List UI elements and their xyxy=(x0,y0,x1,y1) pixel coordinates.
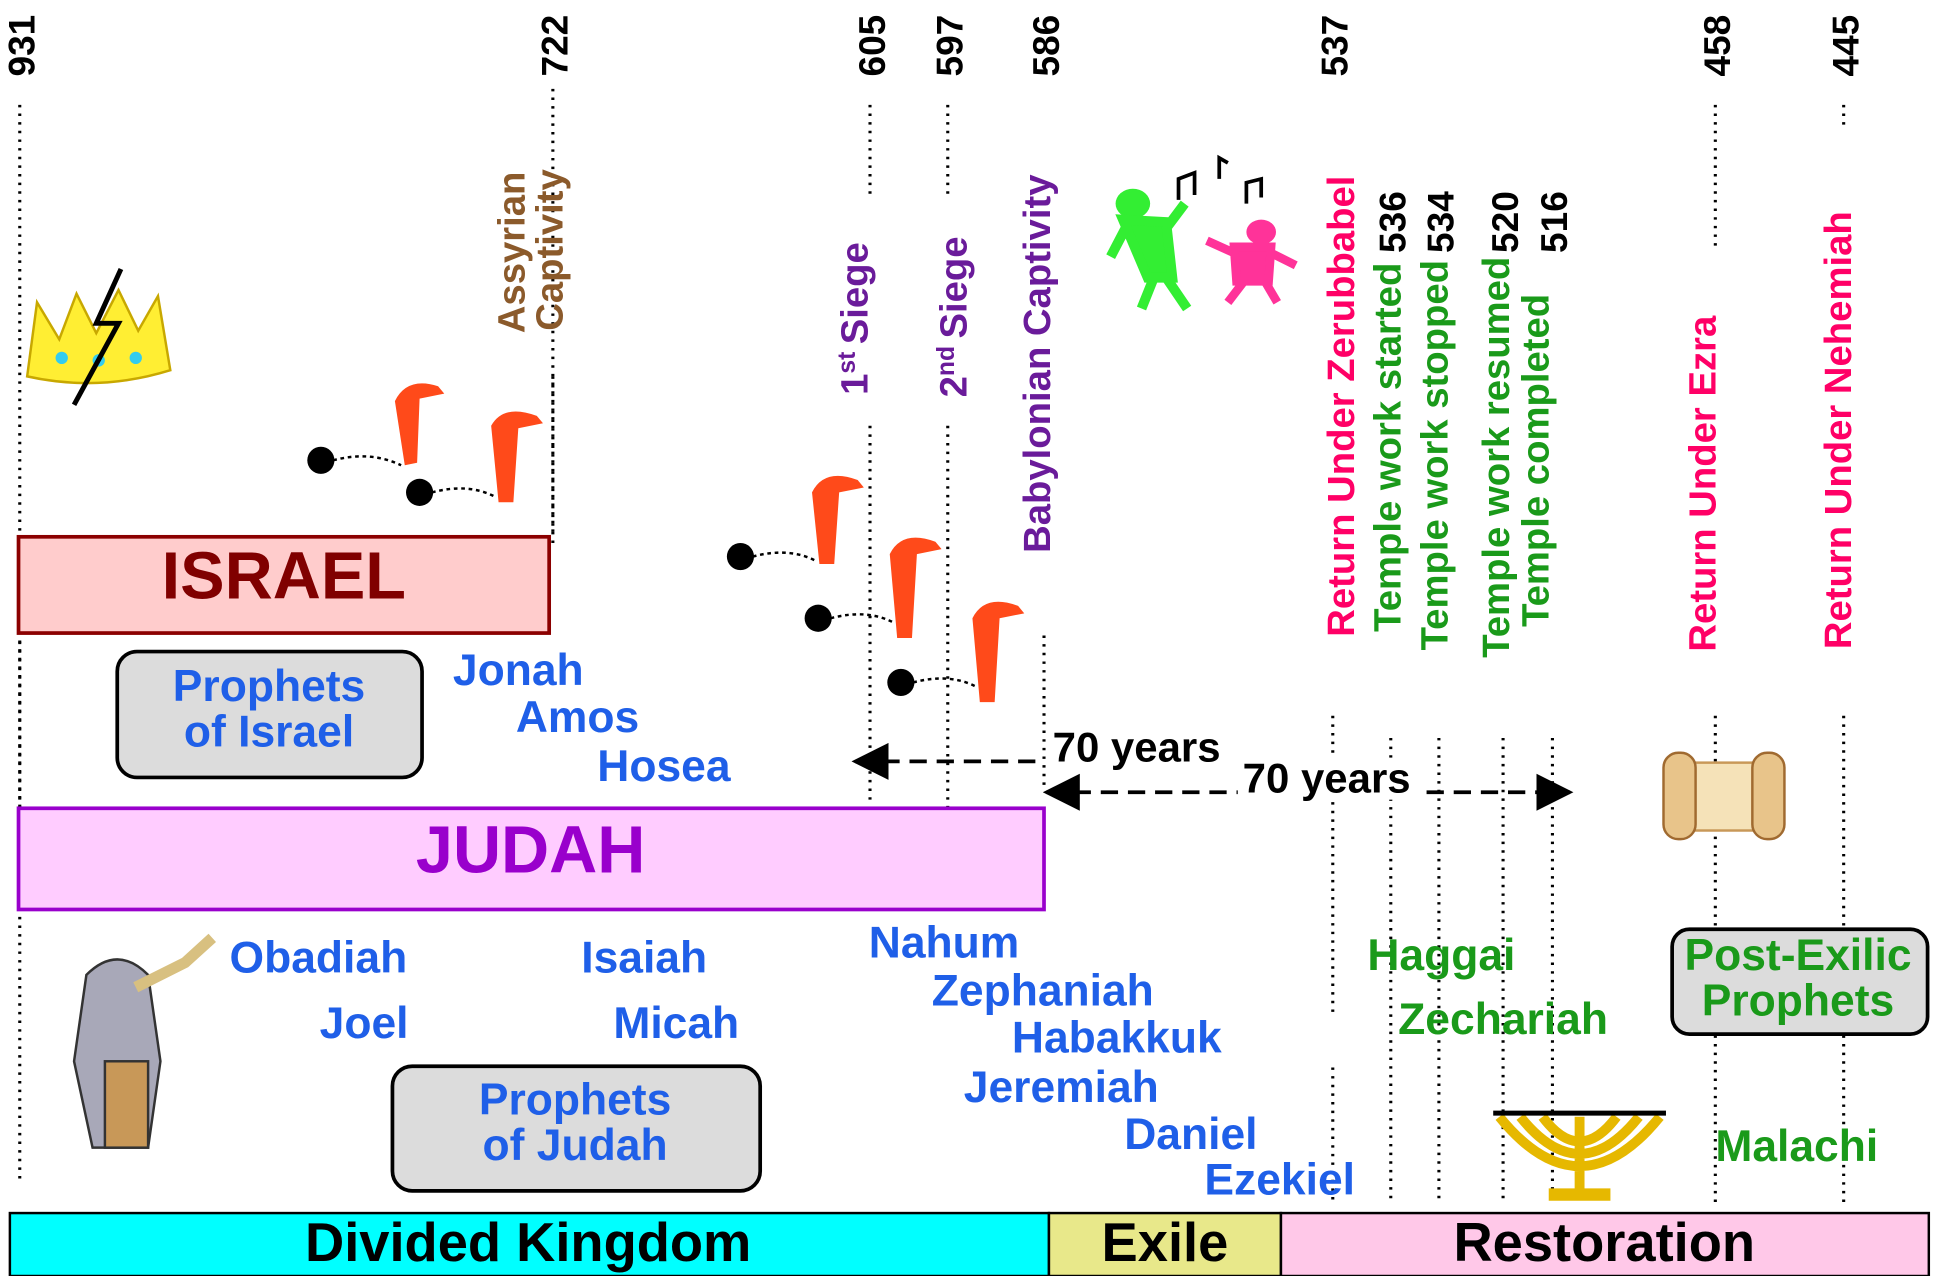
ordinal: 1 xyxy=(834,374,877,395)
scroll xyxy=(1664,753,1785,839)
prophet-name: Amos xyxy=(516,693,639,742)
prophet-name: Isaiah xyxy=(581,933,707,982)
event-label: Babylonian Captivity xyxy=(1016,174,1059,553)
prophet-name: Daniel xyxy=(1124,1110,1257,1159)
page: {"timeline": { "years": ["931", "722", "… xyxy=(0,0,1935,1276)
year-label: 536 xyxy=(1372,191,1414,253)
year-label: 534 xyxy=(1420,191,1462,253)
group-label: of Judah xyxy=(483,1121,668,1170)
shofar-blower xyxy=(74,938,212,1148)
prophet-name: Nahum xyxy=(869,919,1020,968)
event-label: Assyrian xyxy=(490,172,533,334)
prophet-name: Habakkuk xyxy=(1012,1014,1222,1063)
duration-label: 70 years xyxy=(1053,723,1221,770)
duration-label: 70 years xyxy=(1243,754,1411,801)
label: Siege xyxy=(834,242,877,344)
menorah xyxy=(1493,1113,1666,1194)
prophet-name: Jeremiah xyxy=(964,1063,1159,1112)
prophet-name: Hosea xyxy=(597,742,731,791)
year-label: 520 xyxy=(1484,191,1526,253)
ordinal: 2 xyxy=(932,376,975,397)
group-label: Prophets xyxy=(1702,977,1894,1026)
year-label: 597 xyxy=(929,15,971,77)
prophet-name: Micah xyxy=(613,999,739,1048)
prophet-name: Obadiah xyxy=(230,933,408,982)
event-label: Captivity xyxy=(529,168,572,330)
period-label: Divided Kingdom xyxy=(305,1212,751,1273)
group-label: Prophets xyxy=(479,1075,671,1124)
event-label: Return Under Zerubbabel xyxy=(1320,176,1363,637)
event-label: Temple work started xyxy=(1367,263,1410,632)
prophet-name: Malachi xyxy=(1715,1122,1878,1171)
prophet-name: Zechariah xyxy=(1398,995,1608,1044)
timeline-diagram: ISRAEL JUDAH Prophets of Israel Prophets… xyxy=(0,0,1935,1276)
year-label: 516 xyxy=(1533,191,1575,253)
period-label: Exile xyxy=(1102,1212,1229,1273)
prophet-name: Haggai xyxy=(1367,931,1515,980)
label: Siege xyxy=(932,236,975,338)
broken-crown xyxy=(27,269,170,405)
dancers xyxy=(1111,158,1296,309)
israel-label: ISRAEL xyxy=(162,540,406,614)
year-label: 605 xyxy=(851,15,893,77)
year-label: 931 xyxy=(1,15,43,77)
event-label: Return Under Ezra xyxy=(1681,315,1724,652)
prophet-name: Joel xyxy=(320,999,409,1048)
event-label: 1st Siege xyxy=(834,242,877,395)
year-label: 445 xyxy=(1824,15,1866,77)
year-label: 722 xyxy=(534,15,576,77)
year-label: 537 xyxy=(1314,15,1356,77)
prophet-name: Zephaniah xyxy=(932,967,1154,1016)
prophet-name: Ezekiel xyxy=(1204,1156,1355,1205)
suffix: nd xyxy=(933,346,960,376)
year-label: 586 xyxy=(1025,15,1067,77)
group-label: Prophets xyxy=(173,662,365,711)
year-label: 458 xyxy=(1696,15,1738,77)
event-label: Temple work resumed xyxy=(1475,257,1518,658)
event-label: Temple completed xyxy=(1515,294,1558,627)
event-label: 2nd Siege xyxy=(932,236,975,397)
group-label: of Israel xyxy=(184,708,354,757)
judah-label: JUDAH xyxy=(416,813,646,887)
event-label: Temple work stopped xyxy=(1414,260,1457,650)
group-label: Post-Exilic xyxy=(1684,931,1911,980)
prophet-name: Jonah xyxy=(453,646,584,695)
suffix: st xyxy=(834,352,861,374)
event-label: Return Under Nehemiah xyxy=(1817,211,1860,649)
period-label: Restoration xyxy=(1453,1212,1755,1273)
